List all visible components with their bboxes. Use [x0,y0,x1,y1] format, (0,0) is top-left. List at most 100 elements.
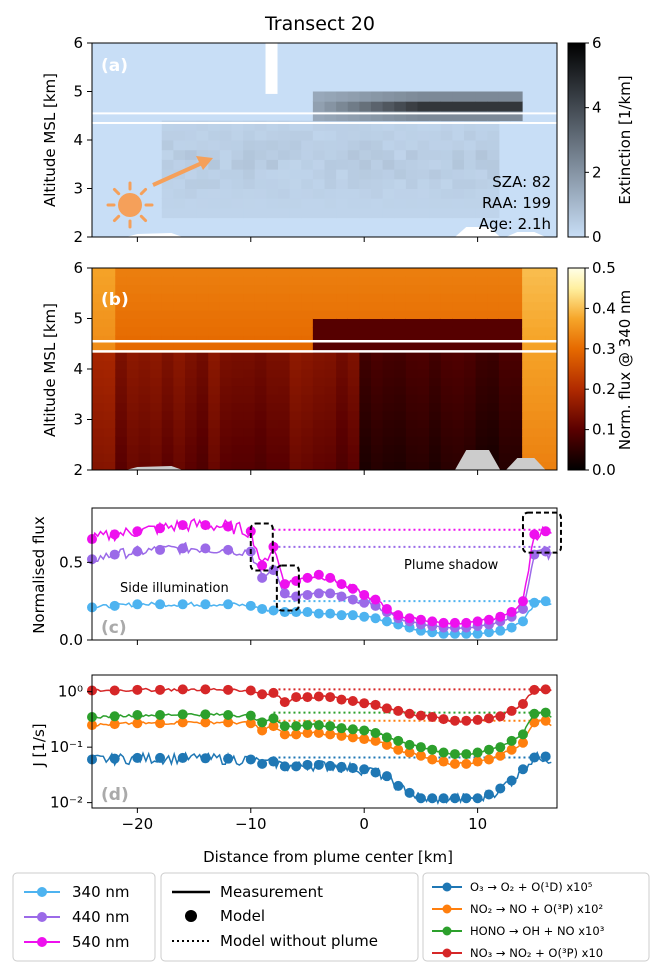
heatmap-cell [405,169,418,180]
heatmap-cell [289,436,302,446]
heatmap-cell [243,268,256,277]
heatmap-cell [161,411,174,420]
heatmap-cell [545,385,558,395]
heatmap-cell [92,402,105,412]
heatmap-cell [475,335,488,345]
heatmap-cell [312,394,325,404]
heatmap-cell [278,169,291,180]
heatmap-cell [371,352,384,362]
heatmap-cell [173,130,186,141]
heatmap-cell [115,268,128,277]
heatmap-cell [301,169,314,180]
heatmap-cell [533,301,546,311]
heatmap-cell [394,360,407,370]
model-point [370,594,381,605]
heatmap-cell [138,326,151,336]
heatmap-cell [359,419,372,429]
heatmap-cell [161,326,174,336]
model-point [336,694,347,705]
heatmap-cell [254,293,267,303]
heatmap-cell [475,140,488,151]
model-point [472,747,483,758]
heatmap-cell [545,394,558,404]
model-point [325,721,336,732]
heatmap-cell [382,343,395,353]
heatmap-cell [522,318,535,328]
heatmap-cell [196,436,209,446]
heatmap-cell [173,140,186,151]
heatmap-cell [301,198,314,209]
heatmap-cell [371,343,384,353]
heatmap-cell [417,169,430,180]
heatmap-cell [405,394,418,404]
heatmap-cell [103,394,116,404]
heatmap-cell [289,293,302,303]
model-point [517,764,528,775]
heatmap-cell [312,207,325,219]
heatmap-cell [254,276,267,286]
heatmap-cell [324,385,337,395]
heatmap-cell [254,436,267,446]
heatmap-cell [464,140,477,151]
model-point [177,717,188,728]
heatmap-cell [254,394,267,404]
heatmap-cell [417,178,430,189]
heatmap-cell [161,453,174,463]
heatmap-cell [405,360,418,370]
model-point [529,717,540,728]
heatmap-cell [487,140,500,151]
heatmap-cell [522,326,535,336]
heatmap-cell [545,352,558,362]
heatmap-cell [92,419,105,429]
heatmap-cell [115,301,128,311]
heatmap-cell [185,268,198,277]
model-point [517,737,528,748]
model-point [245,685,256,696]
heatmap-cell [475,411,488,420]
heatmap-cell [336,461,349,471]
heatmap-cell [219,343,232,353]
heatmap-cell [487,159,500,170]
model-point [347,763,358,774]
model-point [268,721,279,732]
heatmap-cell [429,284,442,294]
heatmap-cell [522,427,535,437]
heatmap-cell [243,411,256,420]
heatmap-cell [254,335,267,345]
model-point [132,526,143,537]
heatmap-cell [196,293,209,303]
model-point [483,744,494,755]
heatmap-cell [278,159,291,170]
heatmap-cell [510,402,523,412]
heatmap-cell [266,377,279,387]
heatmap-cell [103,461,116,471]
model-point [347,610,358,621]
heatmap-cell [545,369,558,378]
heatmap-cell [278,352,291,362]
heatmap-cell [150,268,163,277]
heatmap-cell [161,276,174,286]
heatmap-cell [359,453,372,463]
heatmap-cell [173,411,186,420]
heatmap-cell [324,159,337,170]
heatmap-cell [405,159,418,170]
heatmap-cell [440,130,453,141]
heatmap-cell [487,427,500,437]
heatmap-cell [336,326,349,336]
heatmap-cell [359,101,372,112]
heatmap-cell [336,369,349,378]
heatmap-cell [150,276,163,286]
heatmap-cell [278,436,291,446]
x-tick-label: 0 [359,815,369,833]
y-tick-label: 4 [73,131,83,149]
heatmap-cell [243,444,256,454]
model-point [381,703,392,714]
heatmap-cell [498,385,511,395]
heatmap-cell [371,149,384,160]
heatmap-cell [254,268,267,277]
heatmap-cell [243,402,256,412]
heatmap-cell [545,343,558,353]
heatmap-cell [487,198,500,209]
legend-marker [442,948,452,958]
heatmap-cell [161,284,174,294]
